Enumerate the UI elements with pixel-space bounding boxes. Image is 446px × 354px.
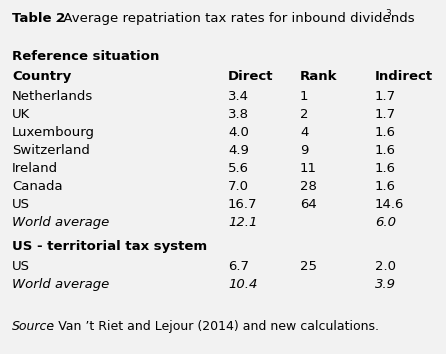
Text: Netherlands: Netherlands (12, 90, 93, 103)
Text: World average: World average (12, 216, 109, 229)
Text: Switzerland: Switzerland (12, 144, 90, 157)
Text: US - territorial tax system: US - territorial tax system (12, 240, 207, 253)
Text: 10.4: 10.4 (228, 278, 257, 291)
Text: 9: 9 (300, 144, 308, 157)
Text: 16.7: 16.7 (228, 198, 257, 211)
Text: 3.9: 3.9 (375, 278, 396, 291)
Text: UK: UK (12, 108, 30, 121)
Text: 5.6: 5.6 (228, 162, 249, 175)
Text: Reference situation: Reference situation (12, 50, 159, 63)
Text: Luxembourg: Luxembourg (12, 126, 95, 139)
Text: 4.0: 4.0 (228, 126, 249, 139)
Text: 1.6: 1.6 (375, 180, 396, 193)
Text: 4: 4 (300, 126, 308, 139)
Text: 1.6: 1.6 (375, 144, 396, 157)
Text: : Van ’t Riet and Lejour (2014) and new calculations.: : Van ’t Riet and Lejour (2014) and new … (50, 320, 379, 333)
Text: 3: 3 (385, 9, 391, 18)
Text: Country: Country (12, 70, 71, 83)
Text: . Average repatriation tax rates for inbound dividends: . Average repatriation tax rates for inb… (55, 12, 415, 25)
Text: Table 2: Table 2 (12, 12, 65, 25)
Text: 25: 25 (300, 260, 317, 273)
Text: 1.6: 1.6 (375, 162, 396, 175)
Text: 2: 2 (300, 108, 309, 121)
Text: 6.0: 6.0 (375, 216, 396, 229)
Text: 1: 1 (300, 90, 309, 103)
Text: US: US (12, 198, 30, 211)
Text: 28: 28 (300, 180, 317, 193)
Text: 14.6: 14.6 (375, 198, 405, 211)
Text: US: US (12, 260, 30, 273)
Text: 1.7: 1.7 (375, 108, 396, 121)
Text: Canada: Canada (12, 180, 62, 193)
Text: Rank: Rank (300, 70, 338, 83)
Text: 2.0: 2.0 (375, 260, 396, 273)
Text: 4.9: 4.9 (228, 144, 249, 157)
Text: 11: 11 (300, 162, 317, 175)
Text: Ireland: Ireland (12, 162, 58, 175)
Text: 1.7: 1.7 (375, 90, 396, 103)
Text: 3.8: 3.8 (228, 108, 249, 121)
Text: 64: 64 (300, 198, 317, 211)
Text: 12.1: 12.1 (228, 216, 257, 229)
Text: Source: Source (12, 320, 55, 333)
Text: 6.7: 6.7 (228, 260, 249, 273)
Text: Indirect: Indirect (375, 70, 433, 83)
Text: Direct: Direct (228, 70, 273, 83)
Text: 7.0: 7.0 (228, 180, 249, 193)
Text: World average: World average (12, 278, 109, 291)
Text: 1.6: 1.6 (375, 126, 396, 139)
Text: 3.4: 3.4 (228, 90, 249, 103)
